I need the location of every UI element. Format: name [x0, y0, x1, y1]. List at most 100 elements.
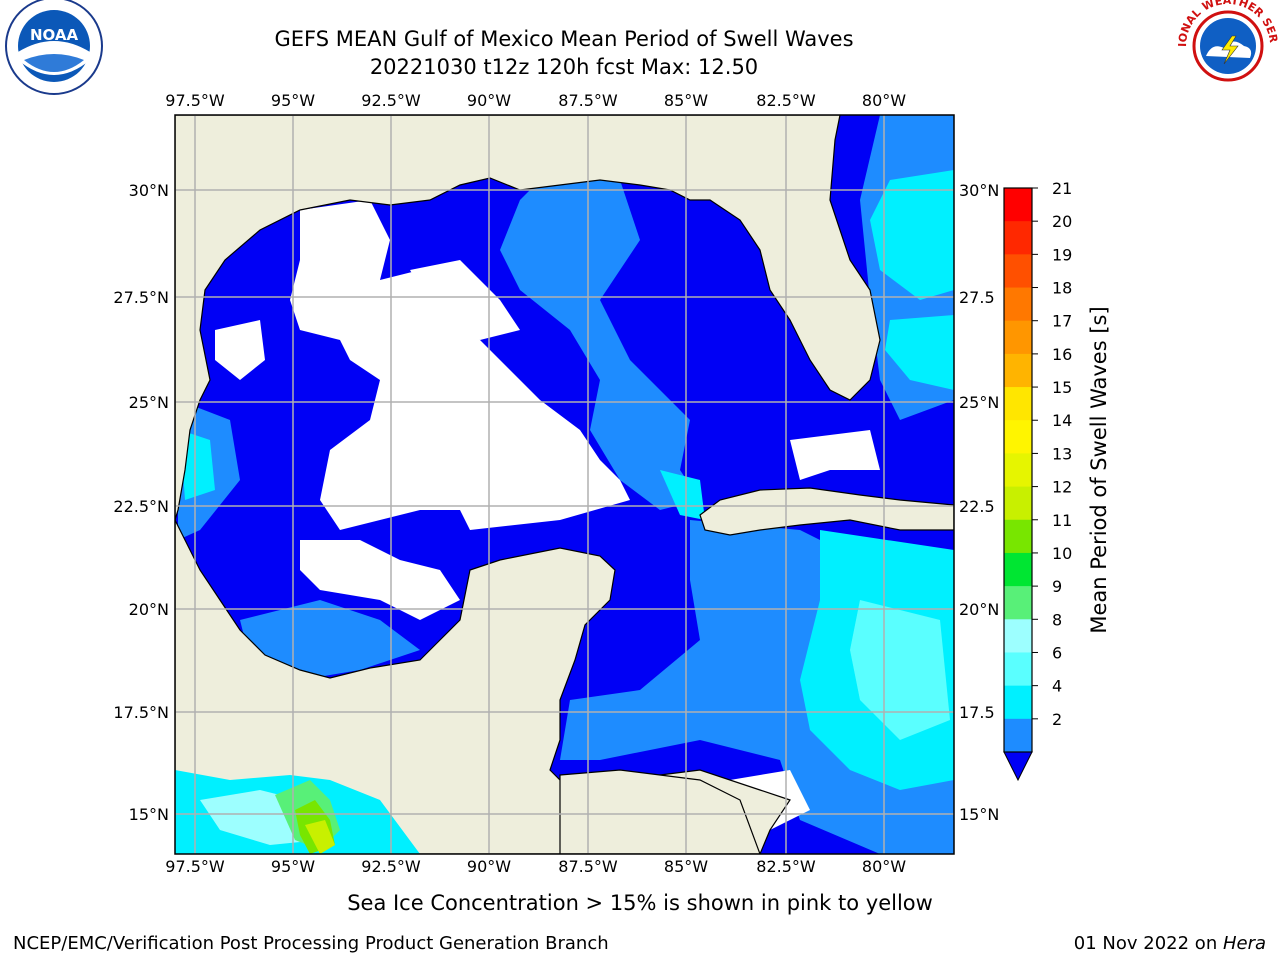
colorbar: 21 20 19 18 17 16 15 14 13 12 11 10 9 8 6 4 2 Mean Perio…	[1003, 179, 1111, 782]
colorbar-band	[1004, 287, 1032, 322]
colorbar-tick-label: 13	[1052, 444, 1072, 463]
land-cuba	[699, 487, 954, 536]
noaa-logo: NOAA	[5, 0, 103, 95]
colorbar-band	[1004, 486, 1032, 521]
lon-label-bottom: 95°W	[271, 857, 315, 876]
lon-label-bottom: 85°W	[664, 857, 708, 876]
lon-label-bottom: 92.5°W	[361, 857, 421, 876]
map-panel	[175, 115, 954, 854]
colorbar-ticks: 21 20 19 18 17 16 15 14 13 12 11 10 9 8 6 4 2	[1032, 179, 1072, 729]
colorbar-tick-label: 8	[1052, 610, 1062, 629]
colorbar-tick-label: 15	[1052, 378, 1072, 397]
lon-label-top: 92.5°W	[361, 91, 421, 110]
lat-label-left: 22.5°N	[113, 497, 169, 516]
colorbar-band	[1004, 552, 1032, 587]
swell-zone-4-6-central	[500, 180, 700, 510]
colorbar-frame	[1003, 187, 1033, 753]
colorbar-under-arrow	[1003, 751, 1033, 782]
colorbar-band	[1004, 387, 1032, 421]
sea-ice-caption: Sea Ice Concentration > 15% is shown in …	[347, 891, 933, 915]
lat-label-right: 25°N	[959, 393, 999, 412]
colorbar-band	[1004, 453, 1032, 488]
colorbar-tick-label: 2	[1052, 710, 1062, 729]
lat-label-left: 27.5°N	[113, 288, 169, 307]
colorbar-tick-label: 18	[1052, 279, 1072, 298]
colorbar-band	[1004, 519, 1032, 554]
nws-logo: NATIONAL WEATHER SERVICE	[0, 0, 1280, 94]
footer-date-text: 01 Nov 2022 on	[1073, 933, 1223, 954]
colorbar-tick-label: 6	[1052, 643, 1062, 662]
lat-label-right: 30°N	[959, 181, 999, 200]
lat-label-left: 20°N	[129, 600, 169, 619]
colorbar-tick-label: 14	[1052, 411, 1072, 430]
lon-label-bottom: 97.5°W	[165, 857, 225, 876]
no-data-area-central-gulf	[290, 200, 630, 530]
colorbar-band	[1004, 619, 1032, 653]
footer-branch: NCEP/EMC/Verification Post Processing Pr…	[13, 933, 609, 954]
colorbar-band	[1004, 221, 1032, 255]
colorbar-tick-label: 16	[1052, 345, 1072, 364]
colorbar-band	[1004, 254, 1032, 289]
lon-label-top: 85°W	[664, 91, 708, 110]
lon-label-top: 87.5°W	[558, 91, 618, 110]
colorbar-tick-label: 20	[1052, 212, 1072, 231]
no-data-area-north-gulf	[410, 260, 520, 340]
colorbar-band	[1004, 718, 1032, 753]
map-frame	[174, 114, 955, 855]
swell-zone-6-8-bahamas	[885, 315, 954, 390]
swell-zone-8-9	[850, 600, 950, 740]
colorbar-tick-label: 21	[1052, 179, 1072, 198]
swell-zone-6-8-atlantic	[870, 170, 954, 300]
land-central-america	[559, 769, 761, 854]
colorbar-tick-label: 19	[1052, 245, 1072, 264]
colorbar-band	[1004, 420, 1032, 454]
swell-zone-6-8-yucatan	[660, 470, 705, 520]
lon-label-top: 97.5°W	[165, 91, 225, 110]
lon-label-top: 82.5°W	[756, 91, 816, 110]
colorbar-tick-label: 12	[1052, 478, 1072, 497]
lat-label-right: 15°N	[959, 805, 999, 824]
nws-logo-ring-text: NATIONAL WEATHER SERVICE	[0, 0, 1280, 47]
graticule	[175, 115, 954, 854]
lon-label-top: 95°W	[271, 91, 315, 110]
no-data-area-east-gulf	[790, 430, 880, 480]
colorbar-band	[1004, 652, 1032, 687]
colorbar-tick-label: 9	[1052, 577, 1062, 596]
swell-zone-4-6-south	[240, 600, 420, 680]
colorbar-band	[1004, 586, 1032, 620]
lon-label-bottom: 80°W	[862, 857, 906, 876]
lat-label-right: 17.5	[959, 703, 995, 722]
no-data-area-south-mexico	[300, 540, 460, 620]
land-usa	[175, 115, 881, 521]
colorbar-band	[1004, 353, 1032, 388]
lat-label-right: 27.5	[959, 288, 995, 307]
colorbar-band	[1004, 685, 1032, 720]
lon-label-top: 90°W	[467, 91, 511, 110]
lat-label-right: 22.5	[959, 497, 995, 516]
colorbar-tick-label: 17	[1052, 312, 1072, 331]
footer-date: 01 Nov 2022 on Hera	[1074, 933, 1266, 954]
colorbar-bands	[1004, 188, 1032, 753]
lon-label-bottom: 90°W	[467, 857, 511, 876]
map-subtitle: 20221030 t12z 120h fcst Max: 12.50	[369, 55, 759, 79]
colorbar-band	[1004, 320, 1032, 355]
no-data-area-west	[215, 320, 265, 380]
colorbar-label: Mean Period of Swell Waves [s]	[1087, 306, 1111, 633]
lon-label-bottom: 87.5°W	[558, 857, 618, 876]
map-title: GEFS MEAN Gulf of Mexico Mean Period of …	[274, 27, 854, 51]
lon-label-top: 80°W	[862, 91, 906, 110]
lon-label-bottom: 82.5°W	[756, 857, 816, 876]
colorbar-tick-label: 10	[1052, 544, 1072, 563]
swell-zone-6-8-gulf-west	[180, 430, 215, 500]
footer-host: Hera	[1222, 933, 1266, 954]
lat-label-left: 17.5°N	[113, 703, 169, 722]
lat-label-left: 25°N	[129, 393, 169, 412]
colorbar-tick-label: 11	[1052, 511, 1072, 530]
lat-label-right: 20°N	[959, 600, 999, 619]
lat-label-left: 30°N	[129, 181, 169, 200]
colorbar-tick-label: 4	[1052, 677, 1062, 696]
pacific-swell-13-14	[305, 820, 335, 854]
lat-label-left: 15°N	[129, 805, 169, 824]
colorbar-band	[1004, 188, 1032, 222]
